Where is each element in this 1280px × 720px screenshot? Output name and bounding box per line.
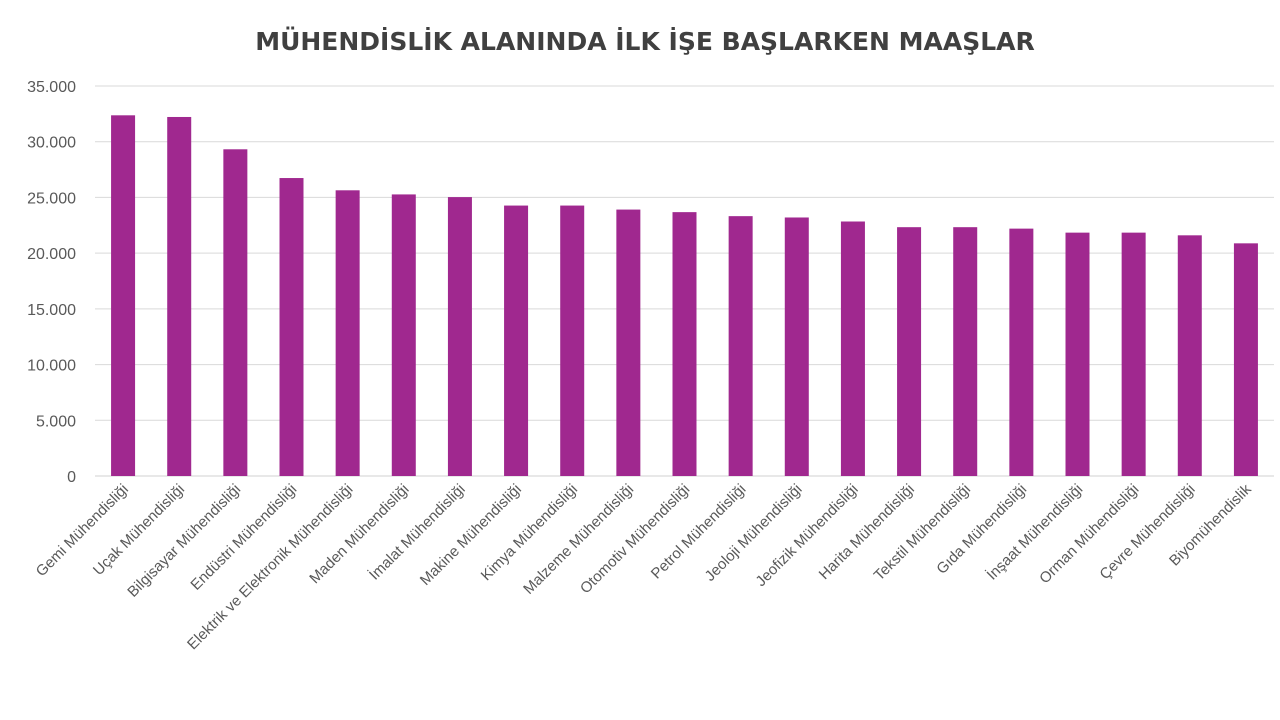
bar — [840, 221, 865, 476]
y-tick-label: 35.000 — [27, 79, 76, 96]
x-tick-label: Jeoloji Mühendisliği — [702, 481, 806, 585]
chart-title: MÜHENDİSLİK ALANINDA İLK İŞE BAŞLARKEN M… — [255, 26, 1035, 56]
bar — [1177, 235, 1202, 476]
bar — [391, 194, 416, 477]
x-tick-label: Otomotiv Mühendisliği — [577, 481, 693, 597]
bar — [728, 216, 753, 477]
bars — [111, 115, 1258, 477]
x-tick-label: Gemi Mühendisliği — [33, 481, 132, 580]
bar — [953, 227, 978, 476]
bar — [1121, 232, 1146, 476]
bar — [1009, 228, 1034, 476]
bar — [784, 217, 809, 476]
y-tick-label: 0 — [67, 469, 76, 486]
x-tick-label: Orman Mühendisliği — [1036, 481, 1142, 587]
x-tick-label: Makine Mühendisliği — [417, 481, 525, 589]
x-tick-label: Çevre Mühendisliği — [1096, 481, 1198, 583]
x-tick-label: Malzeme Mühendisliği — [520, 481, 637, 598]
y-tick-label: 30.000 — [27, 135, 76, 152]
y-tick-label: 10.000 — [27, 358, 76, 375]
y-axis: 0 5.000 10.000 15.000 20.000 25.000 30.000 35.0… — [27, 79, 76, 486]
x-tick-label: Maden Mühendisliği — [306, 481, 412, 587]
bar — [223, 149, 248, 476]
bar — [897, 227, 922, 476]
bar — [335, 190, 360, 476]
x-tick-label: İmalat Mühendisliği — [365, 480, 469, 584]
x-tick-label: Petrol Mühendisliği — [648, 481, 750, 583]
x-tick-label: Bilgisayar Mühendisliği — [124, 481, 244, 601]
bar — [616, 209, 641, 476]
bar — [560, 205, 585, 476]
x-tick-label: Jeofizik Mühendisliği — [752, 481, 861, 590]
bar — [672, 212, 697, 476]
y-tick-label: 5.000 — [36, 413, 76, 430]
x-tick-label: Kimya Mühendisliği — [478, 481, 581, 584]
bar — [447, 197, 472, 476]
bar — [167, 116, 192, 476]
bar — [1233, 243, 1258, 476]
y-tick-label: 15.000 — [27, 302, 76, 319]
bar — [1065, 232, 1090, 476]
x-tick-label: İnşaat Mühendisliği — [983, 480, 1087, 584]
y-tick-label: 25.000 — [27, 190, 76, 207]
x-tick-label: Endüstri Mühendisliği — [187, 481, 300, 594]
x-tick-label: Harita Mühendisliği — [816, 481, 918, 583]
x-tick-label: Tekstil Mühendisliği — [871, 481, 974, 584]
y-tick-label: 20.000 — [27, 246, 76, 263]
bar — [504, 205, 529, 476]
bar — [111, 115, 136, 476]
bar — [279, 178, 304, 477]
